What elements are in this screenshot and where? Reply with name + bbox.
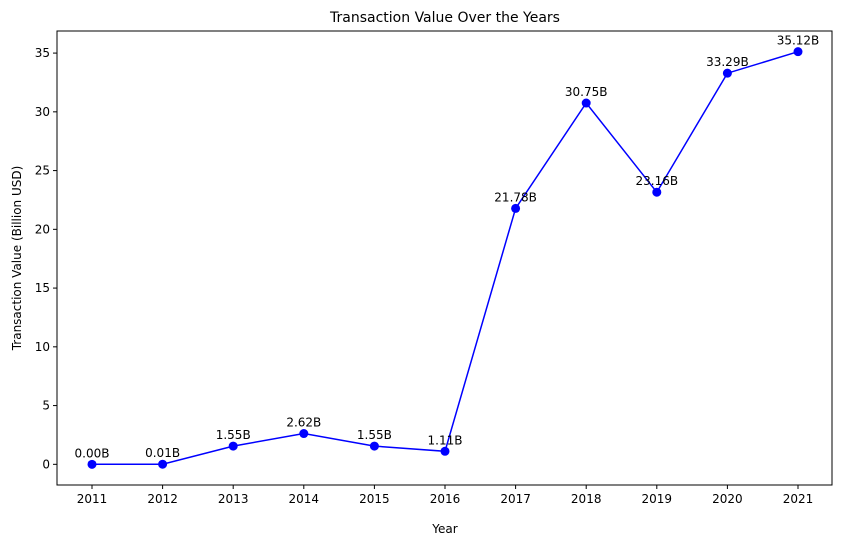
data-label-2012: 0.01B	[145, 446, 180, 460]
data-point-2017	[511, 203, 521, 213]
data-label-2018: 30.75B	[565, 85, 608, 99]
data-point-2021	[793, 47, 803, 57]
data-point-2013	[228, 441, 238, 451]
x-tick-label: 2014	[289, 492, 320, 506]
data-point-2019	[652, 187, 662, 197]
data-point-2012	[158, 459, 168, 469]
data-point-2016	[440, 446, 450, 456]
data-point-2015	[369, 441, 379, 451]
y-tick-label: 25	[35, 164, 50, 178]
x-tick-label: 2013	[218, 492, 249, 506]
data-label-2013: 1.55B	[216, 428, 251, 442]
x-axis-label: Year	[431, 522, 457, 536]
x-tick-label: 2018	[571, 492, 602, 506]
data-label-2014: 2.62B	[286, 416, 321, 430]
x-tick-label: 2019	[642, 492, 673, 506]
data-label-2019: 23.16B	[636, 174, 679, 188]
x-tick-label: 2012	[147, 492, 178, 506]
y-tick-label: 0	[42, 457, 50, 471]
data-label-2017: 21.78B	[494, 190, 537, 204]
data-label-2015: 1.55B	[357, 428, 392, 442]
data-label-2016: 1.11B	[428, 433, 463, 447]
y-tick-label: 20	[35, 222, 50, 236]
x-tick-label: 2017	[500, 492, 531, 506]
x-tick-label: 2015	[359, 492, 390, 506]
x-tick-label: 2021	[783, 492, 814, 506]
data-point-2020	[722, 68, 732, 78]
data-label-2021: 35.12B	[777, 34, 820, 48]
data-point-2011	[87, 459, 97, 469]
data-point-2014	[299, 429, 309, 439]
y-tick-label: 35	[35, 46, 50, 60]
data-point-2018	[581, 98, 591, 108]
x-tick-label: 2011	[77, 492, 108, 506]
y-axis-label: Transaction Value (Billion USD)	[10, 166, 24, 352]
data-labels: 0.00B 0.01B 1.55B 2.62B 1.55B 1.11B 21.78B 30.7…	[75, 34, 820, 461]
chart-title: Transaction Value Over the Years	[329, 10, 560, 26]
x-axis: 2011 2012 2013 2014 2015 2016 2017 2018 2019 2020…	[77, 485, 814, 506]
y-tick-label: 30	[35, 105, 50, 119]
x-tick-label: 2016	[430, 492, 461, 506]
data-label-2020: 33.29B	[706, 55, 749, 69]
data-label-2011: 0.00B	[75, 446, 110, 460]
x-tick-label: 2020	[712, 492, 743, 506]
y-axis: 0 5 10 15 20 25 30 35	[35, 46, 57, 471]
series-markers	[87, 47, 803, 469]
y-tick-label: 5	[42, 399, 50, 413]
y-tick-label: 15	[35, 281, 50, 295]
y-tick-label: 10	[35, 340, 50, 354]
